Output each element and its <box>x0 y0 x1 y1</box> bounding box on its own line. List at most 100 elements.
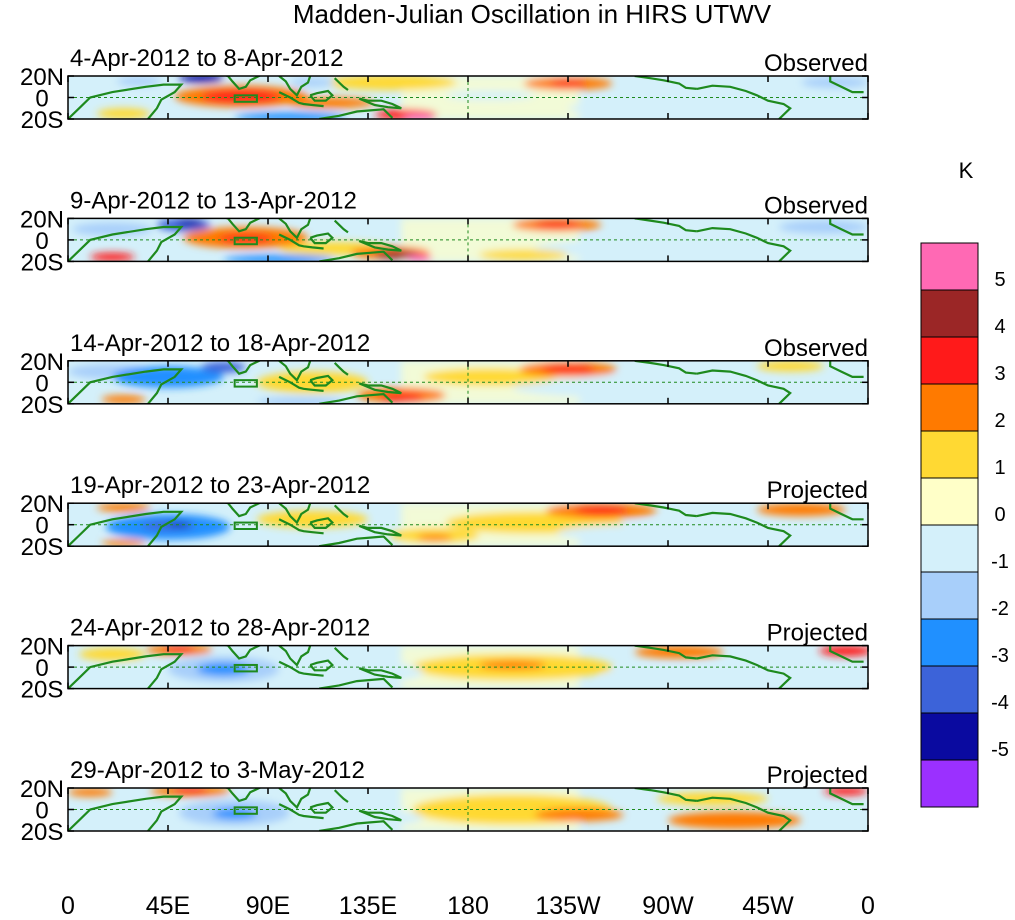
reference-box <box>233 94 258 103</box>
reference-box <box>233 236 258 246</box>
y-tick-label: 0 <box>35 370 48 397</box>
panel-date-range: 29-Apr-2012 to 3-May-2012 <box>70 757 365 784</box>
anomaly-contour <box>550 80 586 87</box>
coastline <box>634 360 698 375</box>
coastline <box>829 503 864 521</box>
anomaly-contour <box>756 503 846 517</box>
colorbar-swatch <box>920 289 979 338</box>
anomaly-contour <box>779 220 868 234</box>
colorbar-swatch <box>920 383 979 432</box>
panel-status: Projected <box>767 620 868 647</box>
y-tick-label: 0 <box>35 228 48 255</box>
coastline <box>358 239 402 252</box>
coastline <box>68 795 184 831</box>
anomaly-contour <box>101 539 146 547</box>
anomaly-contour <box>556 523 780 543</box>
y-tick-label: 20S <box>21 392 64 419</box>
anomaly-contour <box>256 510 369 528</box>
coastline <box>333 77 349 91</box>
coastline <box>829 76 864 94</box>
anomaly-contour <box>405 254 433 262</box>
coastline <box>634 788 698 802</box>
panel-status: Observed <box>764 335 868 362</box>
anomaly-contour <box>823 788 868 796</box>
coastline <box>68 225 184 262</box>
coastline <box>309 659 335 672</box>
anomaly-contour <box>101 395 146 404</box>
anomaly-contour <box>534 237 802 260</box>
colorbar-swatch <box>920 712 979 761</box>
coastlines <box>68 503 864 547</box>
panel-date-range: 4-Apr-2012 to 8-Apr-2012 <box>70 45 344 72</box>
coastline <box>333 362 349 376</box>
coastline <box>318 535 394 547</box>
x-tick-label: 135E <box>339 892 397 920</box>
anomaly-contour <box>172 788 208 794</box>
y-tick-label: 20N <box>20 206 64 233</box>
coastline <box>333 504 349 519</box>
y-tick-label: 20S <box>21 249 64 276</box>
x-tick-label: 90W <box>642 892 694 920</box>
coastline <box>318 677 394 689</box>
coastline <box>634 76 698 90</box>
panel-status: Projected <box>767 477 868 504</box>
reference-box <box>233 806 258 815</box>
anomaly-contour <box>290 78 335 87</box>
colorbar-tick-label: 0 <box>994 504 1005 526</box>
anomaly-contour <box>96 503 151 512</box>
coastline <box>696 226 792 262</box>
coastline <box>318 392 394 404</box>
coastline <box>278 503 312 525</box>
anomaly-contour <box>568 99 791 117</box>
coastline <box>278 218 312 240</box>
anomaly-contour <box>668 811 802 829</box>
coastline <box>278 360 312 383</box>
colorbar-swatch <box>920 524 979 573</box>
coastline <box>358 524 402 537</box>
coastline <box>223 788 262 803</box>
coastlines <box>68 76 864 119</box>
x-tick-label: 90E <box>246 892 290 920</box>
colorbar: K 5 4 3 2 1 0 -1 -2 -3 -4 -5 <box>920 158 1009 808</box>
anomaly-contour <box>234 112 346 119</box>
colorbar-tick-label: 2 <box>994 410 1005 432</box>
coastline <box>309 374 335 387</box>
coastline <box>318 108 394 119</box>
panel-status: Observed <box>764 192 868 219</box>
anomaly-contour <box>96 108 151 119</box>
colorbar-tick-label: 5 <box>994 269 1005 291</box>
colorbar-swatch <box>920 430 979 479</box>
coastline <box>358 667 402 679</box>
anomaly-contour <box>534 808 624 822</box>
colorbar-label: K <box>959 158 974 183</box>
colorbar-tick-label: -1 <box>991 551 1009 573</box>
panel-status: Observed <box>764 50 868 77</box>
anomaly-contour <box>176 219 204 226</box>
colorbar-swatch <box>920 759 979 808</box>
anomaly-contour <box>819 645 868 657</box>
coastline <box>333 789 349 803</box>
coastline <box>318 250 394 262</box>
colorbar-tick-label: 1 <box>994 457 1005 479</box>
anomaly-contour <box>541 365 595 374</box>
colorbar-tick-label: -3 <box>991 645 1009 667</box>
anomaly-contour <box>90 252 135 262</box>
anomaly-contour <box>479 660 546 670</box>
colorbar-swatch <box>920 477 979 526</box>
coastline <box>696 84 792 119</box>
x-tick-label: 45E <box>146 892 190 920</box>
x-tick-label: 0 <box>61 892 75 920</box>
coastline <box>68 83 184 119</box>
anomaly-contour <box>423 368 557 386</box>
anomaly-contour <box>168 522 191 527</box>
anomaly-contour <box>323 76 457 90</box>
colorbar-tick-label: -4 <box>991 692 1009 714</box>
anomaly-contour <box>574 506 628 516</box>
colorbar-tick-label: 3 <box>994 363 1005 385</box>
coastline <box>278 91 324 108</box>
y-tick-label: 20S <box>21 819 64 846</box>
y-tick-label: 0 <box>35 798 48 825</box>
